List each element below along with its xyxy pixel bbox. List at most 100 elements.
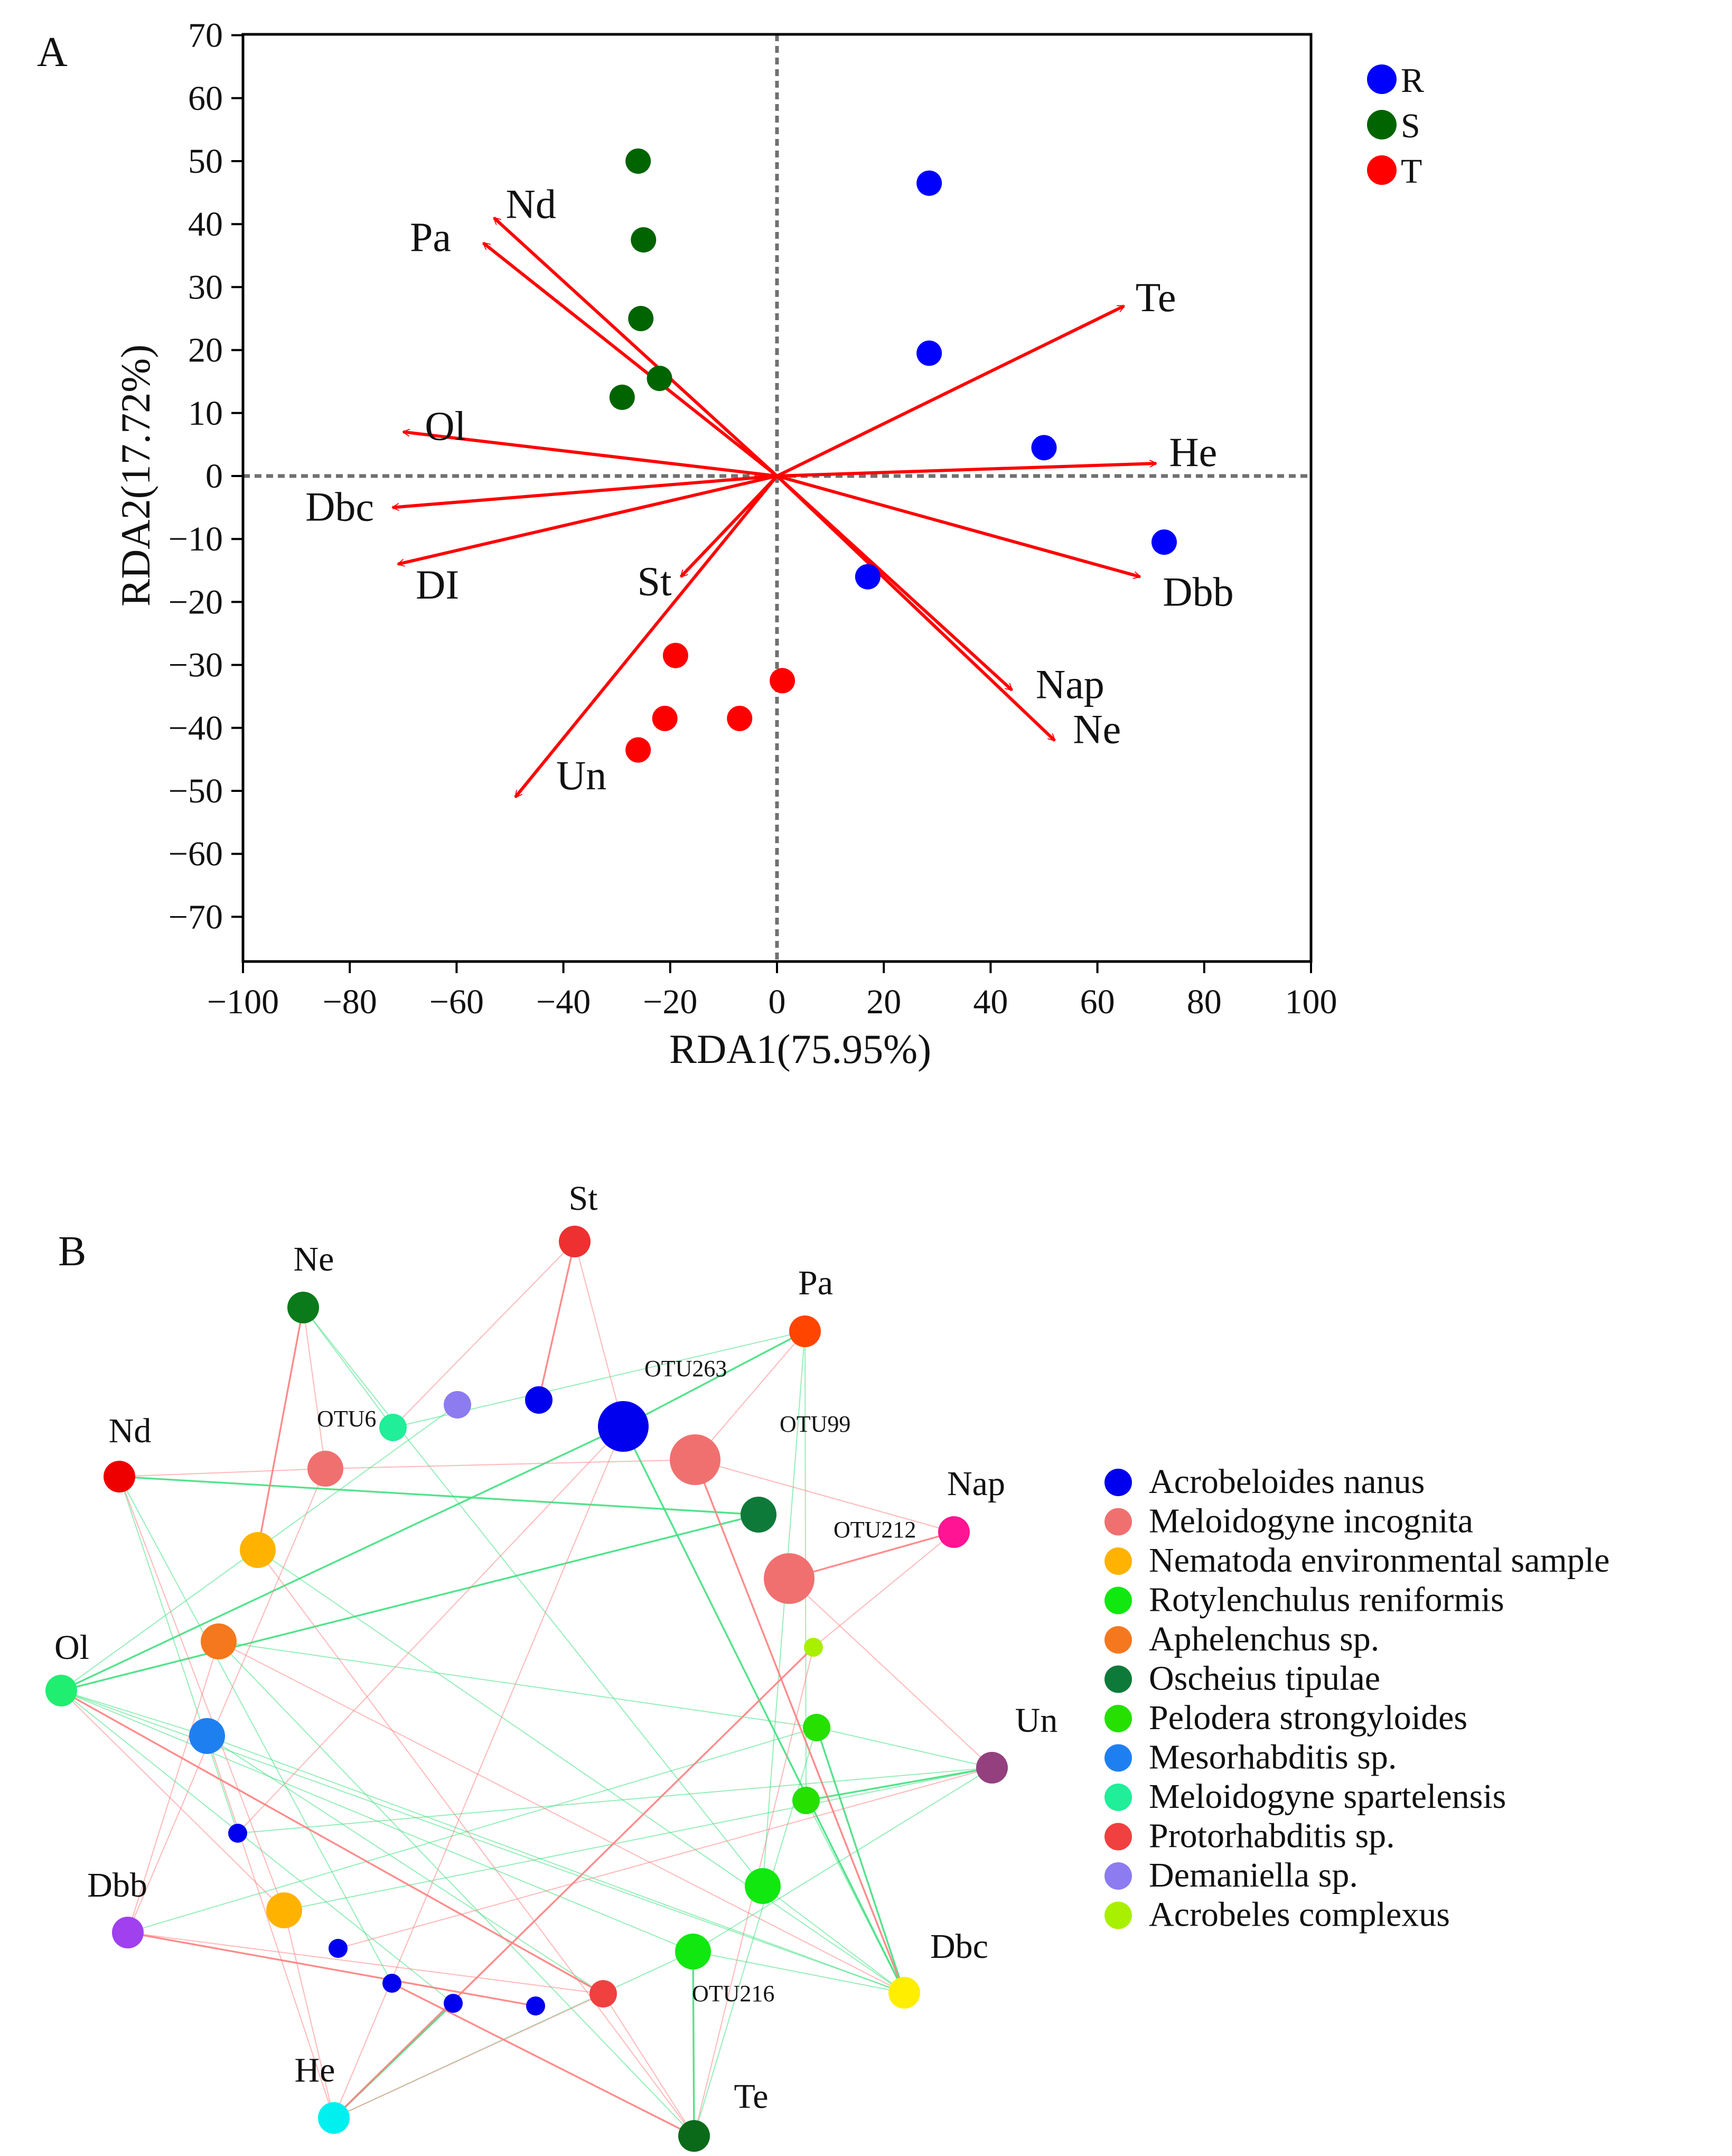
otu-label: OTU263 — [644, 1356, 727, 1382]
env-node-un — [976, 1752, 1008, 1784]
y-tick-label: −60 — [168, 835, 223, 873]
edge-positive — [119, 1468, 326, 1477]
edge-negative — [119, 1476, 238, 1834]
legend-marker-r — [1367, 64, 1397, 94]
env-label-dbb: Dbb — [87, 1866, 147, 1905]
y-tick-label: −20 — [168, 583, 223, 621]
edge-negative — [762, 1886, 905, 1993]
env-node-te — [678, 2120, 710, 2152]
otu-node — [670, 1434, 720, 1485]
legend-label: Nematoda environmental sample — [1149, 1541, 1609, 1580]
edge-negative — [303, 1307, 394, 1428]
y-tick-label: 10 — [188, 394, 223, 433]
edge-positive — [237, 1426, 624, 1834]
edge-positive — [333, 1993, 604, 2118]
edge-positive — [257, 1550, 695, 2136]
legend-marker — [1104, 1901, 1132, 1929]
legend-label-r: R — [1401, 61, 1424, 100]
edge-negative — [237, 1767, 993, 1834]
network-diagram: B OTU263 OTU99 OTU6 OTU212 OTU216 St Ne Pa Nd Nap… — [45, 1179, 1609, 2152]
x-tick-label: 60 — [1080, 983, 1115, 1021]
vector-label-ne: Ne — [1073, 706, 1121, 752]
edge-positive — [284, 1910, 334, 2118]
x-tick-label: 0 — [769, 983, 786, 1021]
legend-label: Meloidogyne incognita — [1149, 1502, 1473, 1541]
edge-positive — [207, 1735, 334, 2118]
edge-positive — [603, 1993, 695, 2136]
network-nodes — [45, 1226, 1008, 2152]
vector-pa — [483, 241, 778, 478]
edge-positive — [303, 1307, 326, 1469]
vector-label-un: Un — [556, 752, 606, 798]
legend-marker-t — [1367, 155, 1397, 185]
env-label-he: He — [295, 2051, 335, 2089]
y-axis-ticks: 70 60 50 40 30 20 10 0 −10 −20 −30 −40 −50 −60 −70 — [168, 16, 243, 936]
legend-label-t: T — [1401, 152, 1422, 191]
legend-label: Acrobeles complexus — [1149, 1896, 1450, 1934]
otu-node — [764, 1553, 814, 1604]
vector-label-dbb: Dbb — [1163, 569, 1233, 615]
vector-ne — [775, 474, 1056, 742]
point-s — [609, 385, 635, 410]
env-node-nd — [104, 1461, 135, 1492]
point-t — [625, 737, 651, 763]
vector-te — [776, 304, 1124, 478]
panel-b-label: B — [58, 1228, 86, 1275]
vector-label-nap: Nap — [1036, 661, 1104, 707]
y-tick-label: 70 — [188, 16, 223, 55]
edge-negative — [257, 1550, 905, 1993]
edge-negative — [119, 1476, 392, 1984]
otu-node — [675, 1934, 711, 1970]
vector-dbb — [776, 474, 1140, 577]
legend-label-s: S — [1401, 107, 1420, 145]
edge-positive — [333, 1646, 814, 2119]
legend-marker — [1104, 1744, 1132, 1772]
edge-negative — [207, 1735, 905, 1993]
x-tick-label: 100 — [1285, 983, 1337, 1021]
y-tick-label: 50 — [188, 142, 223, 181]
edge-positive — [127, 1932, 604, 1994]
env-label-st: St — [568, 1179, 597, 1218]
y-tick-label: −70 — [168, 898, 223, 936]
legend-marker-s — [1367, 110, 1397, 139]
y-tick-label: −50 — [168, 772, 223, 810]
edge-negative — [816, 1727, 905, 1993]
edge-negative — [303, 1307, 763, 1887]
legend-marker — [1104, 1665, 1132, 1693]
point-s — [647, 366, 672, 391]
legend-marker — [1104, 1626, 1132, 1654]
edge-positive — [538, 1241, 576, 1401]
otu-label: OTU216 — [692, 1981, 774, 2006]
x-tick-label: −80 — [323, 983, 377, 1021]
edge-negative — [61, 1690, 208, 1737]
edge-positive — [127, 1931, 536, 2007]
legend-label: Pelodera strongyloides — [1149, 1698, 1467, 1737]
otu-node — [745, 1868, 781, 1904]
otu-node — [329, 1939, 348, 1958]
vector-label-di: DI — [416, 562, 459, 608]
edge-negative — [119, 1476, 759, 1516]
env-node-dbc — [888, 1977, 920, 2009]
edge-positive — [333, 1426, 624, 2118]
edge-positive — [325, 1459, 696, 1469]
y-tick-label: −10 — [168, 520, 223, 558]
env-label-te: Te — [734, 2077, 768, 2116]
vector-di — [398, 474, 778, 564]
otu-node — [792, 1787, 820, 1814]
otu-node — [189, 1718, 225, 1754]
edge-negative — [692, 1767, 993, 1952]
otu-node — [307, 1451, 343, 1487]
otu-node — [598, 1401, 649, 1452]
edge-positive — [391, 1982, 695, 2137]
edge-negative — [61, 1514, 759, 1692]
edge-negative — [61, 1690, 454, 2004]
legend-marker — [1104, 1862, 1132, 1890]
otu-node — [444, 1391, 471, 1418]
x-tick-label: 20 — [866, 983, 901, 1021]
vector-ol — [403, 432, 778, 478]
env-node-pa — [789, 1315, 821, 1347]
env-label-un: Un — [1015, 1701, 1058, 1740]
x-tick-label: 80 — [1187, 983, 1222, 1021]
point-s — [628, 306, 654, 331]
